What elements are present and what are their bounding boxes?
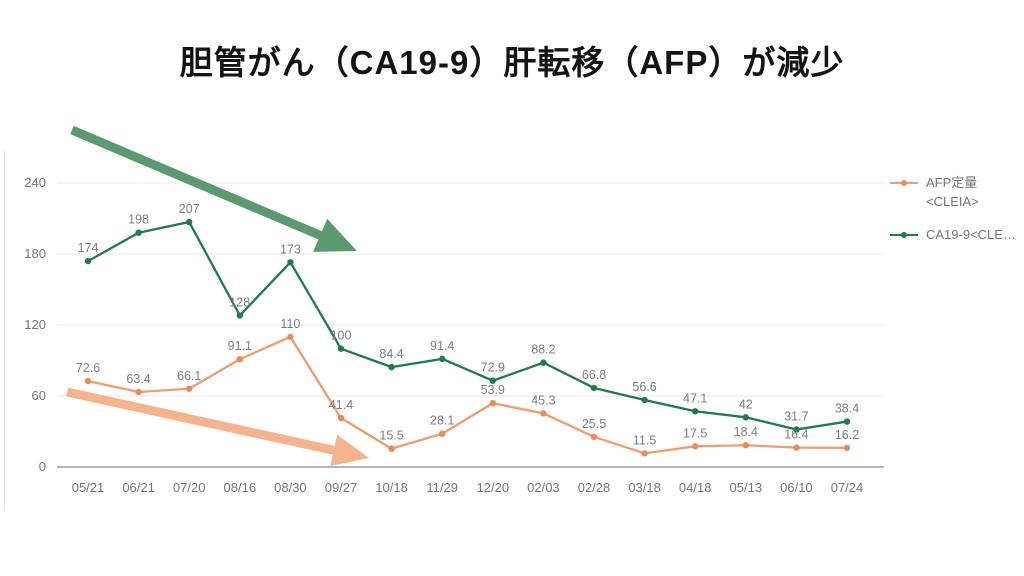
svg-text:28.1: 28.1 [430, 414, 454, 428]
svg-text:12/20: 12/20 [477, 480, 510, 495]
svg-text:02/28: 02/28 [578, 480, 611, 495]
svg-text:16.4: 16.4 [784, 428, 808, 442]
legend-label-afp-line2: <CLEIA> [926, 193, 979, 209]
svg-text:66.1: 66.1 [177, 369, 201, 383]
svg-text:31.7: 31.7 [784, 409, 808, 423]
svg-text:88.2: 88.2 [531, 343, 555, 357]
svg-text:72.9: 72.9 [481, 361, 505, 375]
svg-text:06/21: 06/21 [122, 480, 155, 495]
svg-text:06/10: 06/10 [780, 480, 813, 495]
svg-text:91.4: 91.4 [430, 339, 454, 353]
svg-text:45.3: 45.3 [531, 393, 555, 407]
svg-text:18.4: 18.4 [734, 425, 758, 439]
svg-text:198: 198 [128, 213, 149, 227]
svg-text:05/13: 05/13 [730, 480, 763, 495]
chart-legend: AFP定量 <CLEIA> CA19-9<CLE… [889, 174, 1021, 259]
svg-text:207: 207 [179, 202, 200, 216]
svg-text:173: 173 [280, 242, 301, 256]
svg-text:08/16: 08/16 [224, 480, 257, 495]
svg-text:10/18: 10/18 [375, 480, 408, 495]
svg-text:08/30: 08/30 [274, 480, 307, 495]
svg-text:11/29: 11/29 [426, 480, 458, 495]
svg-text:53.9: 53.9 [481, 383, 505, 397]
svg-text:72.6: 72.6 [76, 361, 100, 375]
legend-label-afp-line1: AFP定量 [926, 175, 978, 190]
svg-text:180: 180 [24, 246, 46, 261]
svg-text:04/18: 04/18 [679, 480, 712, 495]
svg-text:02/03: 02/03 [527, 480, 560, 495]
slide-title: 胆管がん（CA19-9）肝転移（AFP）が減少 [179, 44, 845, 81]
legend-item-afp: AFP定量 <CLEIA> [889, 174, 1021, 212]
svg-text:100: 100 [331, 329, 352, 343]
afp-series-marker-icon [890, 180, 918, 186]
svg-text:42: 42 [739, 397, 753, 411]
svg-text:128: 128 [229, 296, 250, 310]
svg-text:11.5: 11.5 [633, 433, 656, 447]
svg-text:16.2: 16.2 [835, 428, 859, 442]
svg-text:07/24: 07/24 [831, 480, 864, 495]
svg-text:56.6: 56.6 [632, 380, 656, 394]
legend-label-ca19-9-line1: CA19-9<CLE… [926, 226, 1016, 242]
svg-text:25.5: 25.5 [582, 417, 606, 431]
svg-text:03/18: 03/18 [628, 480, 661, 495]
svg-text:66.8: 66.8 [582, 368, 606, 382]
ca19-9-series-marker-icon [890, 231, 918, 238]
svg-text:41.4: 41.4 [329, 398, 353, 412]
chart-left-border [4, 150, 5, 510]
svg-text:63.4: 63.4 [126, 372, 150, 386]
legend-label-afp: AFP定量 <CLEIA> [926, 174, 979, 212]
svg-text:110: 110 [280, 317, 300, 331]
svg-text:120: 120 [24, 317, 46, 332]
svg-text:09/27: 09/27 [325, 480, 358, 495]
svg-text:174: 174 [78, 241, 99, 255]
legend-label-ca19-9: CA19-9<CLE… [926, 226, 1016, 245]
svg-text:240: 240 [24, 175, 46, 190]
svg-text:60: 60 [32, 388, 46, 403]
legend-item-ca19-9: CA19-9<CLE… [889, 226, 1021, 245]
svg-text:07/20: 07/20 [173, 480, 206, 495]
svg-text:91.1: 91.1 [228, 339, 252, 353]
svg-text:17.5: 17.5 [683, 426, 707, 440]
svg-text:84.4: 84.4 [379, 347, 403, 361]
svg-text:47.1: 47.1 [683, 391, 707, 405]
svg-text:15.5: 15.5 [379, 429, 403, 443]
svg-text:05/21: 05/21 [72, 480, 105, 495]
svg-text:0: 0 [39, 459, 46, 474]
svg-text:38.4: 38.4 [835, 402, 859, 416]
